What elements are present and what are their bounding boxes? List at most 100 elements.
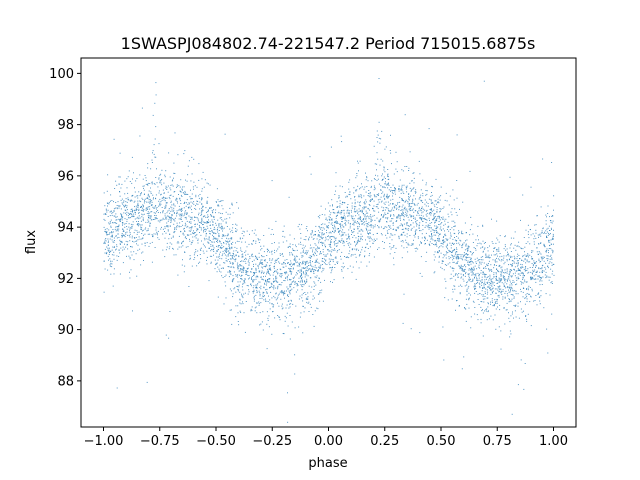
data-point [316, 267, 318, 269]
data-point [261, 321, 263, 323]
data-point [392, 218, 394, 220]
data-point [200, 199, 202, 201]
data-point [223, 252, 225, 254]
data-point [511, 264, 513, 265]
data-point [414, 236, 416, 238]
data-point [121, 233, 123, 234]
data-point [431, 194, 433, 196]
data-point [357, 201, 359, 203]
data-point [241, 293, 242, 295]
data-point [399, 188, 400, 190]
data-point [162, 212, 164, 214]
data-point [257, 302, 259, 304]
data-point [341, 231, 343, 233]
data-point [363, 214, 365, 216]
data-point [252, 291, 254, 292]
data-point [367, 212, 369, 214]
data-point [437, 198, 439, 200]
data-point [170, 206, 172, 208]
data-point [392, 198, 394, 200]
data-point [358, 218, 360, 220]
data-point [260, 323, 262, 325]
data-point [260, 249, 262, 251]
data-point [470, 263, 472, 265]
data-point [190, 233, 192, 235]
data-point [231, 204, 233, 206]
data-point [393, 264, 395, 266]
data-point [354, 196, 355, 198]
data-point [167, 220, 169, 222]
data-point [459, 208, 460, 210]
data-point [380, 233, 382, 235]
data-point [335, 172, 337, 174]
data-point [551, 243, 553, 245]
data-point [229, 207, 231, 209]
data-point [493, 272, 495, 274]
data-point [121, 213, 123, 215]
data-point [263, 251, 265, 253]
data-point [161, 219, 163, 221]
data-point [469, 170, 471, 172]
data-point [538, 236, 539, 238]
data-point [462, 278, 464, 280]
data-point [258, 252, 260, 254]
data-point [108, 229, 110, 231]
data-point [302, 252, 304, 253]
data-point [140, 220, 142, 222]
data-point [395, 187, 396, 189]
data-point [546, 250, 548, 251]
data-point [164, 213, 166, 215]
data-point [434, 213, 436, 215]
data-point [274, 242, 275, 244]
data-point [298, 265, 300, 267]
data-point [331, 218, 333, 220]
data-point [115, 249, 116, 251]
data-point [339, 233, 341, 235]
data-point [479, 242, 481, 244]
data-point [411, 180, 413, 182]
data-point [513, 261, 515, 263]
data-point [253, 298, 255, 300]
data-point [289, 338, 291, 340]
data-point [294, 373, 296, 375]
data-point [316, 238, 318, 240]
data-point [296, 249, 298, 251]
data-point [528, 271, 530, 273]
data-point [290, 260, 292, 262]
data-point [217, 246, 219, 248]
data-point [336, 221, 338, 223]
data-point [282, 235, 284, 237]
data-point [242, 271, 244, 273]
data-point [255, 267, 257, 269]
data-point [175, 199, 177, 201]
data-point [320, 205, 322, 207]
data-point [548, 262, 550, 264]
data-point [194, 236, 196, 238]
data-point [378, 226, 380, 228]
data-point [431, 229, 433, 231]
data-point [495, 254, 497, 256]
data-point [266, 280, 268, 282]
data-point [529, 243, 531, 245]
data-point [201, 197, 203, 199]
data-point [350, 243, 352, 245]
data-point [155, 126, 157, 128]
data-point [282, 292, 284, 294]
data-point [263, 276, 264, 278]
data-point [201, 219, 203, 220]
data-point [341, 211, 343, 213]
data-point [326, 225, 328, 227]
data-point [378, 137, 380, 139]
data-point [246, 273, 248, 275]
data-point [277, 281, 279, 283]
data-point [438, 235, 440, 237]
data-point [550, 282, 552, 284]
data-point [228, 252, 230, 254]
data-point [413, 226, 415, 228]
data-point [335, 221, 337, 223]
data-point [123, 206, 125, 208]
data-point [463, 264, 465, 266]
data-point [467, 246, 469, 248]
data-point [332, 205, 333, 207]
data-point [307, 298, 309, 300]
